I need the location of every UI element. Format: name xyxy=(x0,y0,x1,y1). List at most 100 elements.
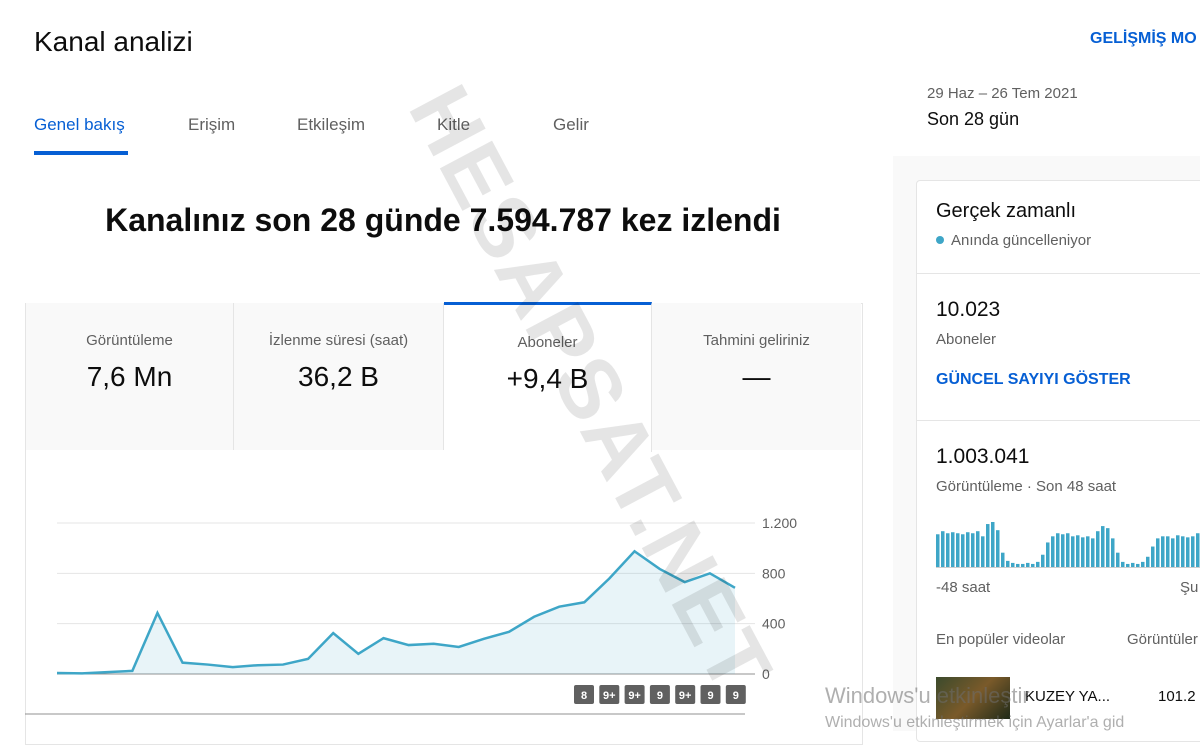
mini-bar xyxy=(1166,536,1170,567)
y-tick-label: 800 xyxy=(762,565,786,581)
date-range[interactable]: 29 Haz – 26 Tem 2021 xyxy=(927,85,1078,102)
metric-selected[interactable]: Aboneler +9,4 B xyxy=(444,302,652,452)
metric-label: Tahmini geliriniz xyxy=(703,332,810,349)
realtime-status: Anında güncelleniyor xyxy=(951,232,1092,249)
mini-bar xyxy=(1011,562,1015,567)
metric[interactable]: İzlenme süresi (saat) 36,2 B xyxy=(234,303,444,450)
badge-label: 8 xyxy=(581,690,587,702)
mini-bar xyxy=(1081,537,1085,567)
mini-bar xyxy=(951,532,955,567)
mini-bar xyxy=(986,524,990,567)
tab[interactable]: Genel bakış xyxy=(34,115,125,134)
tab-indicator xyxy=(34,151,128,155)
mini-bar xyxy=(1171,538,1175,567)
headline: Kanalınız son 28 günde 7.594.787 kez izl… xyxy=(105,202,781,238)
mini-bar xyxy=(1186,537,1190,567)
mini-bar xyxy=(1051,536,1055,567)
badge-label: 9+ xyxy=(679,690,692,702)
metric-value: 7,6 Mn xyxy=(86,361,173,392)
mini-bar xyxy=(1156,538,1160,567)
mini-bar xyxy=(996,530,1000,567)
mini-bar xyxy=(941,531,945,567)
badge-label: 9 xyxy=(657,690,663,702)
mini-bar xyxy=(1086,536,1090,567)
view-label: Görüntüleme · Son 48 saat xyxy=(936,478,1117,495)
mini-bar xyxy=(991,522,995,567)
mini-bar xyxy=(1126,563,1130,567)
page-title: Kanal analizi xyxy=(34,26,193,57)
notification-badge xyxy=(725,685,746,704)
notification-badge xyxy=(675,685,696,704)
mini-bar xyxy=(1041,554,1045,567)
mini-bar xyxy=(946,533,950,567)
y-tick-label: 0 xyxy=(762,666,770,682)
mini-bar xyxy=(1141,561,1145,567)
badge-label: 9+ xyxy=(628,690,641,702)
mini-bar xyxy=(1021,563,1025,567)
mini-bar xyxy=(956,533,960,567)
tab[interactable]: Kitle xyxy=(437,115,471,134)
mini-bar xyxy=(961,534,965,567)
metric-label: İzlenme süresi (saat) xyxy=(268,332,409,349)
mini-bar xyxy=(1106,528,1110,567)
advanced-mode-button[interactable]: GELİŞMİŞ MO xyxy=(1090,30,1197,47)
mini-bar xyxy=(1151,546,1155,567)
notification-badge xyxy=(700,685,721,704)
badge-label: 9 xyxy=(733,690,739,702)
axis-label: Şu xyxy=(1180,579,1199,596)
subscriber-count: 10.023 xyxy=(936,298,1001,321)
tab[interactable]: Gelir xyxy=(553,115,589,134)
mini-bar xyxy=(1091,538,1095,567)
live-dot xyxy=(936,236,944,244)
tab[interactable]: Erişim xyxy=(188,115,236,134)
column-header: Görüntüler xyxy=(1127,631,1198,648)
mini-bar xyxy=(1136,563,1140,567)
date-range-label[interactable]: Son 28 gün xyxy=(927,109,1020,129)
metric-value: 36,2 B xyxy=(298,361,379,392)
mini-bar xyxy=(1096,531,1100,567)
mini-bar xyxy=(1006,560,1010,567)
os-notice-text: Windows'u etkinleştirmek için Ayarlar'a … xyxy=(825,714,1125,731)
show-count-button[interactable]: GÜNCEL SAYIYI GÖSTER xyxy=(936,371,1131,388)
view-count: 1.003.041 xyxy=(936,445,1030,468)
axis-label: -48 saat xyxy=(936,579,991,596)
metric-label: Görüntüleme xyxy=(86,332,173,349)
y-tick-label: 1.200 xyxy=(762,515,797,531)
y-tick-label: 400 xyxy=(762,616,786,632)
mini-bar xyxy=(971,533,975,567)
mini-bar xyxy=(1031,563,1035,567)
metric[interactable]: Görüntüleme 7,6 Mn xyxy=(26,303,234,450)
video-title[interactable]: KUZEY YA... xyxy=(1025,688,1111,705)
notification-badge xyxy=(649,685,670,704)
mini-bar xyxy=(936,534,940,567)
mini-bar xyxy=(1176,535,1180,567)
mini-bar xyxy=(966,532,970,567)
mini-bar xyxy=(1146,556,1150,567)
mini-bar xyxy=(1056,533,1060,567)
mini-bar xyxy=(1181,536,1185,567)
mini-bar xyxy=(1111,538,1115,567)
metric[interactable]: Tahmini geliriniz — xyxy=(652,303,861,450)
video-thumbnail[interactable] xyxy=(936,677,1010,719)
mini-bar xyxy=(1061,534,1065,567)
mini-bar xyxy=(1116,552,1120,567)
mini-bar xyxy=(976,531,980,567)
divider xyxy=(916,273,1200,274)
notification-badge xyxy=(574,685,594,704)
area-fill xyxy=(57,551,735,674)
mini-bar xyxy=(1066,533,1070,567)
mini-bar xyxy=(1121,561,1125,567)
badge-label: 9+ xyxy=(603,690,616,702)
tab[interactable]: Etkileşim xyxy=(297,115,366,134)
mini-bar xyxy=(1046,542,1050,567)
video-views: 101.2 xyxy=(1158,688,1196,705)
line xyxy=(56,549,736,675)
mini-bar xyxy=(1071,536,1075,567)
metric-value: — xyxy=(742,361,771,392)
divider xyxy=(916,420,1200,421)
mini-bar xyxy=(1001,552,1005,567)
mini-bar xyxy=(1101,526,1105,567)
mini-bar xyxy=(1026,562,1030,567)
